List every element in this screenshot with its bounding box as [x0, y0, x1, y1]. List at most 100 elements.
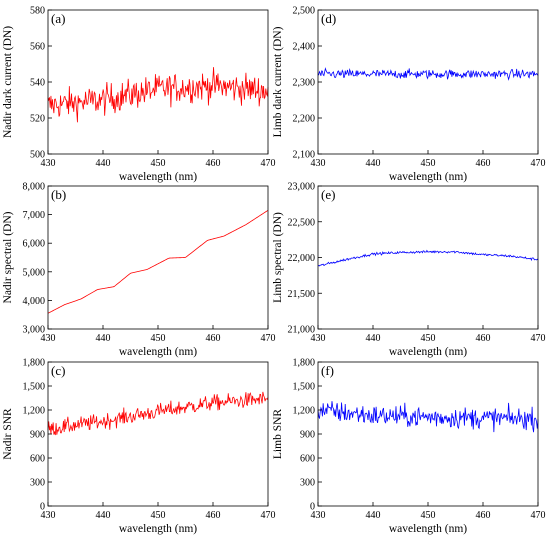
x-tick-label: 460	[206, 333, 221, 344]
y-tick-label: 1,200	[23, 406, 46, 417]
x-axis-label: wavelength (nm)	[119, 171, 197, 183]
y-tick-label: 1,200	[293, 406, 316, 417]
x-tick-label: 450	[151, 510, 166, 521]
y-tick-label: 300	[300, 478, 315, 489]
y-tick-label: 580	[30, 6, 45, 17]
y-tick-label: 7,000	[23, 210, 46, 221]
x-tick-label: 440	[366, 510, 381, 521]
y-axis-label: Limb dark current (DN)	[272, 26, 284, 137]
x-tick-label: 470	[531, 158, 546, 169]
x-tick-label: 470	[261, 510, 276, 521]
y-tick-label: 8,000	[23, 182, 46, 193]
y-tick-label: 1,800	[293, 358, 316, 369]
x-tick-label: 430	[311, 333, 326, 344]
plot-frame-e	[317, 185, 539, 330]
x-tick-label: 460	[206, 158, 221, 169]
series-line-b	[47, 209, 269, 314]
y-tick-label: 3,000	[23, 325, 46, 336]
y-tick-label: 600	[300, 454, 315, 465]
y-tick-label: 540	[30, 78, 45, 89]
y-tick-label: 0	[310, 502, 315, 513]
series-line-f	[317, 401, 539, 433]
x-tick-label: 460	[476, 158, 491, 169]
y-tick-label: 2,400	[293, 42, 316, 53]
y-tick-label: 600	[30, 454, 45, 465]
y-tick-label: 6,000	[23, 239, 46, 250]
y-tick-label: 4,000	[23, 296, 46, 307]
panel-label-c: (c)	[51, 363, 65, 378]
panel-label-b: (b)	[51, 187, 66, 202]
y-tick-label: 1,500	[23, 382, 46, 393]
y-tick-label: 560	[30, 42, 45, 53]
y-tick-label: 520	[30, 114, 45, 125]
y-tick-label: 2,100	[293, 150, 316, 161]
y-tick-label: 2,500	[293, 6, 316, 17]
y-tick-label: 500	[30, 150, 45, 161]
x-tick-label: 460	[476, 333, 491, 344]
x-tick-label: 450	[151, 158, 166, 169]
x-axis-label: wavelength (nm)	[389, 346, 467, 358]
y-tick-label: 300	[30, 478, 45, 489]
y-axis-label: Nadir dark current (DN)	[2, 26, 14, 138]
panel-label-d: (d)	[321, 11, 336, 26]
x-tick-label: 470	[531, 510, 546, 521]
x-tick-label: 440	[96, 510, 111, 521]
series-line-c	[47, 391, 269, 436]
y-tick-label: 21,500	[288, 289, 316, 300]
x-tick-label: 430	[41, 333, 56, 344]
y-tick-label: 900	[30, 430, 45, 441]
plot-frame-b	[47, 185, 269, 330]
y-tick-label: 1,800	[23, 358, 46, 369]
plot-frame-f	[317, 361, 539, 507]
x-tick-label: 450	[421, 333, 436, 344]
panel-e: 430 440 450 460 470 21,000 21,500 22,000 22,500 2…	[272, 182, 546, 359]
series-line-a	[47, 67, 269, 123]
x-tick-label: 430	[41, 158, 56, 169]
x-tick-label: 430	[311, 510, 326, 521]
x-tick-label: 430	[41, 510, 56, 521]
x-axis-label: wavelength (nm)	[119, 523, 197, 535]
panel-a: 430 440 450 460 470 500 520 540 560 580 (a) wavelen…	[2, 6, 276, 184]
x-tick-label: 430	[311, 158, 326, 169]
x-tick-label: 450	[421, 158, 436, 169]
x-tick-label: 440	[96, 333, 111, 344]
panel-label-f: (f)	[321, 363, 334, 378]
y-tick-label: 2,300	[293, 78, 316, 89]
y-tick-label: 22,000	[288, 253, 316, 264]
y-tick-label: 22,500	[288, 217, 316, 228]
x-tick-label: 470	[531, 333, 546, 344]
x-axis-label: wavelength (nm)	[389, 171, 467, 183]
x-tick-label: 460	[206, 510, 221, 521]
plot-frame-c	[47, 361, 269, 507]
series-line-e	[317, 249, 539, 267]
y-tick-label: 0	[40, 502, 45, 513]
y-axis-label: Nadir spectral (DN)	[2, 211, 14, 303]
plot-frame-a	[47, 9, 269, 155]
y-tick-label: 1,500	[293, 382, 316, 393]
y-tick-label: 900	[300, 430, 315, 441]
y-tick-label: 5,000	[23, 267, 46, 278]
y-tick-label: 23,000	[288, 182, 316, 193]
x-tick-label: 450	[421, 510, 436, 521]
panel-f: 430 440 450 460 470 0 300 600 900 1,200 1,500 1,800…	[272, 358, 546, 536]
x-axis-label: wavelength (nm)	[389, 523, 467, 535]
y-tick-label: 2,200	[293, 114, 316, 125]
x-tick-label: 440	[366, 333, 381, 344]
x-tick-label: 440	[366, 158, 381, 169]
panel-d: 430 440 450 460 470 2,100 2,200 2,300 2,400 2,500…	[272, 6, 546, 184]
panel-label-a: (a)	[51, 11, 65, 26]
series-line-d	[317, 67, 539, 81]
x-tick-label: 470	[261, 333, 276, 344]
x-tick-label: 440	[96, 158, 111, 169]
y-axis-label: Limb spectral (DN)	[272, 212, 284, 303]
y-axis-label: Limb SNR	[272, 409, 284, 459]
x-axis-label: wavelength (nm)	[119, 346, 197, 358]
y-axis-label: Nadir SNR	[2, 408, 14, 460]
panel-label-e: (e)	[321, 187, 335, 202]
x-tick-label: 470	[261, 158, 276, 169]
x-tick-label: 460	[476, 510, 491, 521]
panel-b: 430 440 450 460 470 3,000 4,000 5,000 6,000 7,000…	[2, 182, 276, 359]
x-tick-label: 450	[151, 333, 166, 344]
panel-c: 430 440 450 460 470 0 300 600 900 1,200 1,500 1,800…	[2, 358, 276, 536]
